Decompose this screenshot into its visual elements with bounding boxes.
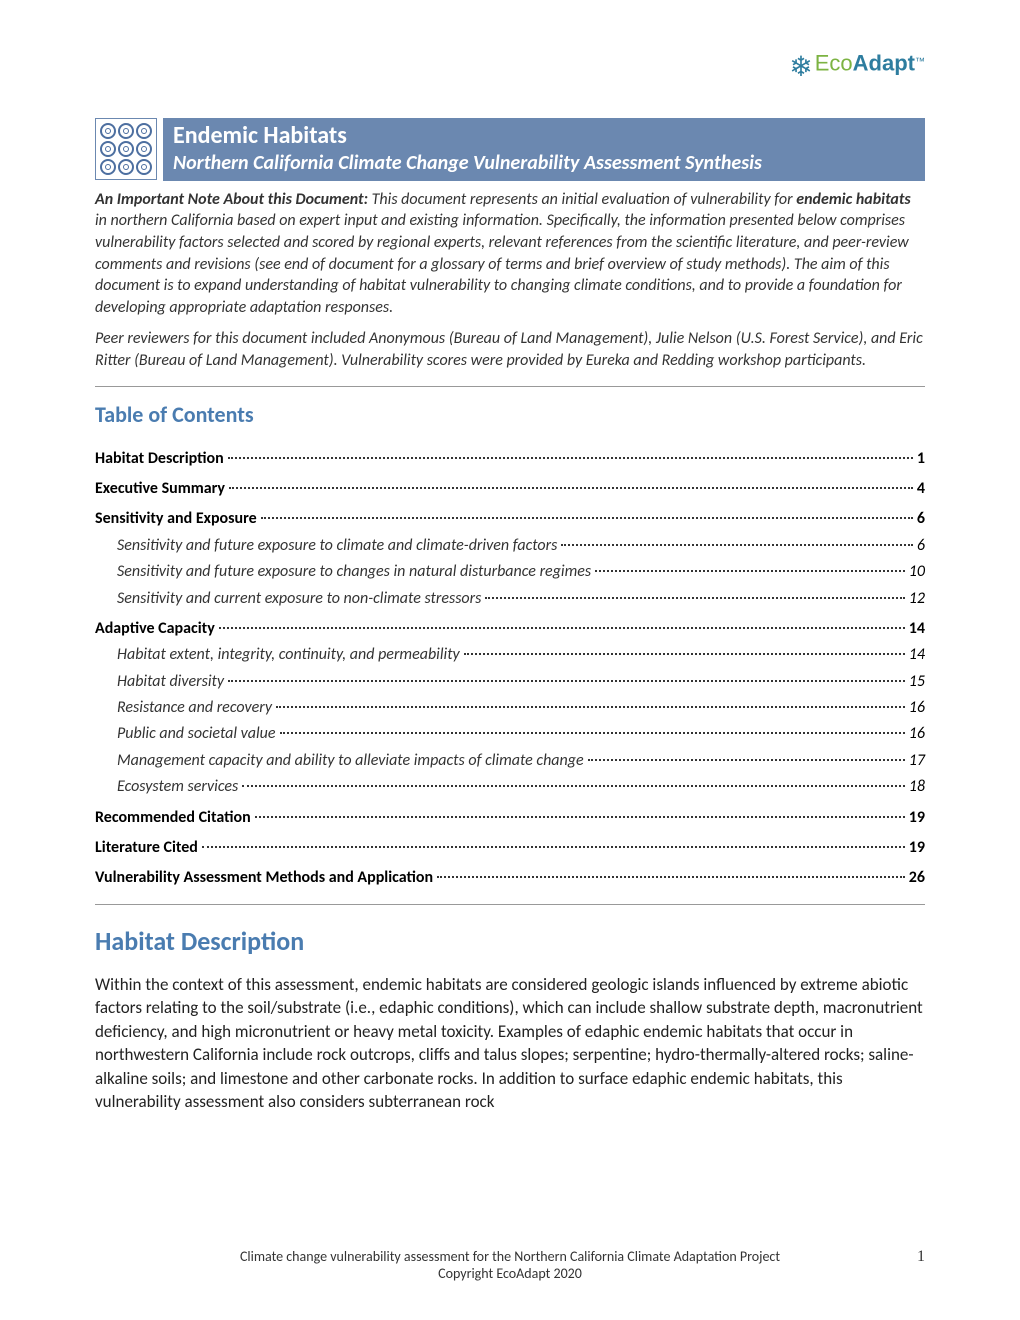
toc-label: Sensitivity and Exposure [95, 508, 257, 530]
toc-leader-dots [276, 706, 905, 708]
toc-page-number: 14 [909, 618, 925, 640]
toc-page-number: 6 [917, 535, 925, 557]
logo-eco-text: Eco [815, 51, 853, 76]
toc-leader-dots [261, 517, 913, 519]
important-note: An Important Note About this Document: T… [95, 189, 925, 319]
toc-leader-dots [255, 816, 905, 818]
footer-line1: Climate change vulnerability assessment … [240, 1248, 780, 1265]
toc-entry[interactable]: Recommended Citation 19 [95, 807, 925, 829]
toc-label: Vulnerability Assessment Methods and App… [95, 867, 433, 889]
toc-entry[interactable]: Habitat diversity 15 [95, 671, 925, 693]
toc-page-number: 15 [909, 671, 925, 693]
table-of-contents: Habitat Description 1 Executive Summary 4 Se… [95, 448, 925, 890]
note-subject: endemic habitats [796, 190, 911, 209]
toc-label: Ecosystem services [95, 776, 238, 798]
title-text-block: Endemic Habitats Northern California Cli… [163, 118, 925, 181]
logo-trademark: ™ [915, 56, 925, 67]
toc-label: Literature Cited [95, 837, 198, 859]
toc-label: Recommended Citation [95, 807, 251, 829]
toc-entry[interactable]: Sensitivity and current exposure to non-… [95, 588, 925, 610]
toc-entry[interactable]: Resistance and recovery 16 [95, 697, 925, 719]
toc-page-number: 19 [909, 807, 925, 829]
toc-label: Adaptive Capacity [95, 618, 215, 640]
page-number: 1 [917, 1248, 925, 1266]
toc-page-number: 14 [909, 644, 925, 666]
toc-label: Habitat Description [95, 448, 224, 470]
toc-leader-dots [464, 653, 905, 655]
toc-entry[interactable]: Adaptive Capacity 14 [95, 618, 925, 640]
toc-leader-dots [229, 487, 913, 489]
toc-page-number: 1 [917, 448, 925, 470]
toc-page-number: 16 [909, 723, 925, 745]
toc-entry[interactable]: Vulnerability Assessment Methods and App… [95, 867, 925, 889]
toc-entry[interactable]: Habitat extent, integrity, continuity, a… [95, 644, 925, 666]
toc-entry[interactable]: Ecosystem services 18 [95, 776, 925, 798]
toc-entry[interactable]: Executive Summary 4 [95, 478, 925, 500]
title-pattern-icon [95, 118, 157, 180]
document-subtitle: Northern California Climate Change Vulne… [173, 151, 915, 175]
toc-page-number: 18 [909, 776, 925, 798]
toc-leader-dots [485, 597, 904, 599]
toc-leader-dots [437, 876, 905, 878]
toc-label: Habitat diversity [95, 671, 224, 693]
page-footer: Climate change vulnerability assessment … [95, 1248, 925, 1282]
toc-label: Sensitivity and future exposure to clima… [95, 535, 557, 557]
toc-page-number: 26 [909, 867, 925, 889]
toc-entry[interactable]: Literature Cited 19 [95, 837, 925, 859]
toc-leader-dots [561, 544, 913, 546]
toc-entry[interactable]: Habitat Description 1 [95, 448, 925, 470]
toc-page-number: 19 [909, 837, 925, 859]
section-body: Within the context of this assessment, e… [95, 973, 925, 1114]
toc-entry[interactable]: Public and societal value 16 [95, 723, 925, 745]
toc-entry[interactable]: Sensitivity and future exposure to chang… [95, 561, 925, 583]
toc-label: Management capacity and ability to allev… [95, 750, 584, 772]
snowflake-icon: ❄ [789, 50, 812, 83]
toc-page-number: 17 [909, 750, 925, 772]
toc-entry[interactable]: Sensitivity and future exposure to clima… [95, 535, 925, 557]
toc-label: Resistance and recovery [95, 697, 272, 719]
logo-adapt-text: Adapt [853, 51, 915, 76]
toc-label: Sensitivity and current exposure to non-… [95, 588, 481, 610]
footer-line2: Copyright EcoAdapt 2020 [438, 1265, 582, 1282]
note-lead: An Important Note About this Document: [95, 190, 368, 209]
toc-entry[interactable]: Sensitivity and Exposure 6 [95, 508, 925, 530]
toc-leader-dots [588, 759, 905, 761]
toc-leader-dots [202, 846, 905, 848]
divider-bottom [95, 904, 925, 905]
peer-reviewers-note: Peer reviewers for this document include… [95, 328, 925, 371]
toc-label: Habitat extent, integrity, continuity, a… [95, 644, 460, 666]
section-heading: Habitat Description [95, 925, 925, 957]
toc-leader-dots [280, 732, 905, 734]
toc-page-number: 10 [909, 561, 925, 583]
toc-page-number: 12 [909, 588, 925, 610]
toc-entry[interactable]: Management capacity and ability to allev… [95, 750, 925, 772]
document-title: Endemic Habitats [173, 122, 915, 151]
toc-heading: Table of Contents [95, 401, 925, 428]
toc-leader-dots [228, 457, 913, 459]
toc-page-number: 4 [917, 478, 925, 500]
toc-label: Public and societal value [95, 723, 276, 745]
toc-label: Sensitivity and future exposure to chang… [95, 561, 591, 583]
toc-leader-dots [595, 570, 905, 572]
divider-top [95, 386, 925, 387]
ecoadapt-logo: ❄EcoAdapt™ [789, 50, 925, 83]
toc-leader-dots [242, 785, 905, 787]
toc-label: Executive Summary [95, 478, 225, 500]
note-text-1a: This document represents an initial eval… [368, 190, 796, 209]
toc-page-number: 16 [909, 697, 925, 719]
note-text-1b: in northern California based on expert i… [95, 211, 909, 316]
toc-page-number: 6 [917, 508, 925, 530]
toc-leader-dots [228, 680, 905, 682]
toc-leader-dots [219, 627, 905, 629]
title-band: Endemic Habitats Northern California Cli… [95, 118, 925, 181]
